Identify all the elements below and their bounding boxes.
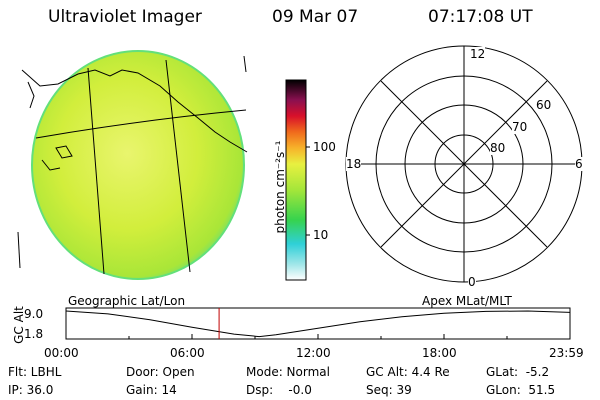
timeline-y-tick-top: 9.0 bbox=[24, 307, 44, 321]
mlt-line-diag bbox=[380, 80, 548, 248]
meridian-line bbox=[87, 67, 105, 275]
edge-mark bbox=[17, 231, 21, 269]
filter-status: Flt: LBHL bbox=[8, 365, 62, 379]
mlt-label-0: 0 bbox=[468, 275, 476, 289]
glat-status: GLat: -5.2 bbox=[486, 365, 550, 379]
earth-disk bbox=[31, 50, 245, 280]
colorbar-tick-100: 100 bbox=[313, 140, 336, 154]
colorbar-unit-label: photon cm⁻²s⁻¹ bbox=[273, 140, 287, 234]
altitude-timeline bbox=[65, 307, 571, 340]
colorbar bbox=[285, 79, 310, 281]
time-tick-0000: 00:00 bbox=[44, 346, 79, 360]
mode-status: Mode: Normal bbox=[246, 365, 330, 379]
coastline bbox=[41, 159, 61, 171]
mlt-label-6: 6 bbox=[575, 157, 583, 171]
seq-status: Seq: 39 bbox=[366, 383, 412, 397]
dsp-status: Dsp: -0.0 bbox=[246, 383, 312, 397]
instrument-title: Ultraviolet Imager bbox=[48, 7, 202, 27]
meridian-line bbox=[165, 59, 191, 273]
timeline-frame bbox=[65, 307, 571, 340]
coastline bbox=[21, 69, 248, 153]
date-label: 09 Mar 07 bbox=[272, 7, 359, 27]
glon-status: GLon: 51.5 bbox=[486, 383, 556, 397]
coastline bbox=[55, 145, 73, 159]
time-label: 07:17:08 UT bbox=[428, 7, 533, 27]
ip-status: IP: 36.0 bbox=[8, 383, 54, 397]
altitude-curve bbox=[65, 310, 571, 338]
time-tick-0600: 06:00 bbox=[170, 346, 205, 360]
parallel-line bbox=[35, 109, 247, 139]
geographic-caption: Geographic Lat/Lon bbox=[68, 294, 186, 308]
mlt-label-18: 18 bbox=[346, 157, 362, 171]
time-tick-1200: 12:00 bbox=[296, 346, 331, 360]
mlat-label-70: 70 bbox=[512, 120, 528, 134]
mlat-label-80: 80 bbox=[490, 141, 506, 155]
colorbar-tick-10: 10 bbox=[313, 228, 329, 242]
gc-alt-status: GC Alt: 4.4 Re bbox=[366, 365, 450, 379]
edge-mark bbox=[243, 55, 247, 73]
timeline-y-tick-bottom: 1.8 bbox=[24, 327, 44, 341]
gain-status: Gain: 14 bbox=[126, 383, 177, 397]
door-status: Door: Open bbox=[126, 365, 195, 379]
uv-image bbox=[17, 50, 248, 280]
colorbar-gradient bbox=[285, 79, 307, 281]
mlat-label-60: 60 bbox=[536, 98, 552, 112]
polar-plot bbox=[345, 45, 583, 283]
time-tick-1800: 18:00 bbox=[422, 346, 457, 360]
apex-caption: Apex MLat/MLT bbox=[422, 294, 512, 308]
coastline bbox=[27, 81, 35, 109]
mlt-label-12: 12 bbox=[470, 47, 486, 61]
time-tick-2359: 23:59 bbox=[549, 346, 584, 360]
